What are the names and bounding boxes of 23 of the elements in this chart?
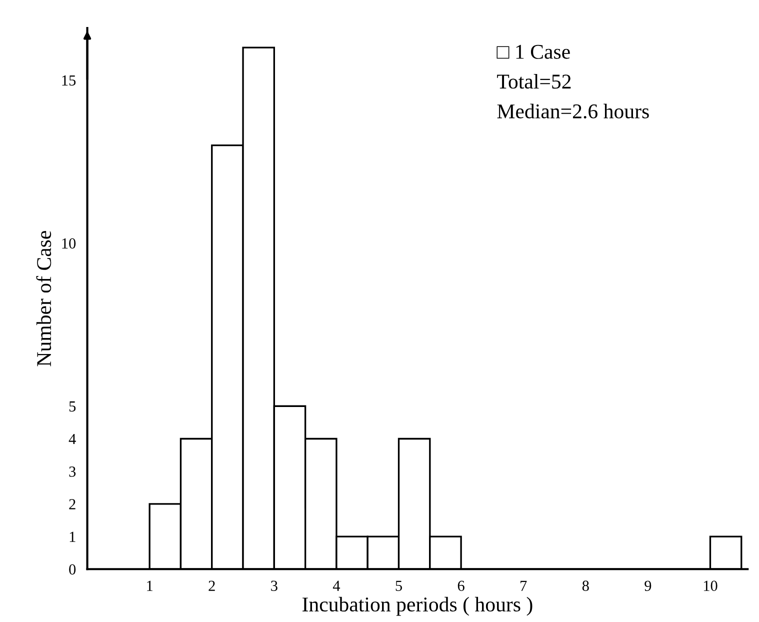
x-tick-label: 8 — [582, 580, 589, 591]
x-tick-label: 10 — [704, 580, 718, 591]
x-tick-label: 7 — [520, 580, 527, 591]
x-axis-title: Incubation periods ( hours ) — [302, 596, 532, 616]
y-tick-label: 5 — [69, 401, 76, 412]
x-tick-label: 6 — [458, 580, 464, 591]
y-tick-label: 4 — [68, 434, 76, 444]
y-tick-label: 15 — [62, 75, 76, 86]
y-tick-label: 1 — [70, 532, 76, 542]
x-tick-label: 4 — [332, 580, 340, 591]
y-tick-label: 2 — [69, 499, 76, 510]
x-tick-label: 5 — [396, 580, 402, 591]
y-tick-label: 10 — [62, 238, 76, 249]
annotation: Median=2.6 hours — [497, 104, 649, 118]
x-tick-label: 1 — [147, 580, 152, 591]
x-tick-label: 9 — [644, 580, 652, 591]
y-tick-label: 0 — [69, 564, 76, 575]
y-axis-title: Number of Case — [36, 231, 52, 366]
x-tick-label: 3 — [271, 580, 278, 591]
y-tick-label: 3 — [69, 466, 76, 477]
annotation: Total=52 — [497, 74, 571, 89]
x-tick-label: 2 — [208, 580, 215, 591]
annotation: □ 1 Case — [496, 44, 570, 59]
